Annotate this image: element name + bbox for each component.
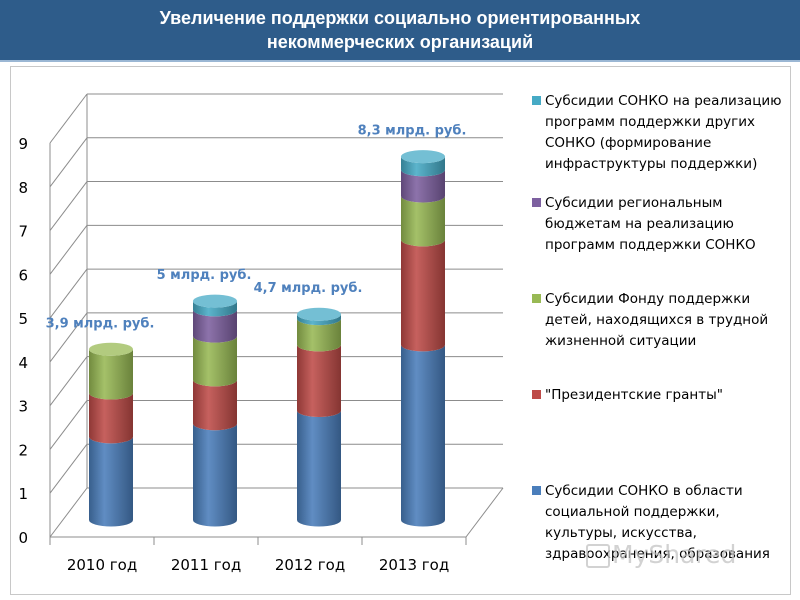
page-title-line-2: некоммерческих организаций: [266, 32, 534, 52]
data-label: 4,7 млрд. руб.: [254, 281, 363, 296]
data-label: 5 млрд. руб.: [157, 268, 252, 283]
gridline-side: [49, 312, 88, 363]
bar-cap: [89, 342, 133, 356]
y-tick-label: 0: [18, 529, 28, 547]
data-label: 8,3 млрд. руб.: [358, 124, 467, 139]
bar-cap: [297, 307, 341, 321]
y-tick-label: 8: [18, 179, 28, 197]
legend-label: Субсидии региональным бюджетам на реализ…: [545, 195, 756, 253]
bar-segment: [297, 344, 341, 418]
bar-segment: [401, 196, 446, 247]
gridline-side: [49, 356, 88, 406]
title-bar: Увеличение поддержки социально ориентиро…: [0, 0, 800, 62]
y-tick-label: 6: [18, 266, 28, 284]
bar-segment: [193, 379, 238, 431]
gridline-side: [49, 400, 88, 450]
gridline-side: [49, 137, 88, 188]
y-tick-label: 7: [18, 223, 28, 241]
bar-segment: [297, 318, 341, 352]
bar-segment: [401, 169, 446, 203]
gridline-side: [49, 268, 88, 319]
legend-swatch: [532, 96, 541, 105]
bar-cap: [193, 294, 237, 308]
bar-segment: [193, 309, 238, 343]
bar-segment: [193, 336, 238, 387]
x-tick-label: 2010 год: [67, 556, 137, 574]
legend-label: "Президентские гранты": [545, 387, 723, 403]
bar-segment: [89, 393, 133, 444]
y-tick-label: 3: [18, 398, 28, 416]
legend-swatch: [532, 198, 541, 207]
bar-cap: [401, 150, 445, 164]
bar-segment: [401, 156, 446, 177]
x-tick-label: 2013 год: [379, 556, 449, 574]
page-title-line-1: Увеличение поддержки социально ориентиро…: [159, 8, 641, 28]
gridline-side: [49, 93, 88, 144]
y-tick-label: 1: [18, 485, 28, 503]
y-tick-label: 4: [18, 354, 28, 372]
legend-label: Субсидии Фонду поддержки детей, находящи…: [545, 291, 769, 349]
gridline-side: [49, 181, 88, 231]
legend-swatch: [532, 390, 541, 399]
bar-segment: [401, 239, 446, 352]
legend-label: Субсидии СОНКО на реализацию программ по…: [545, 93, 782, 172]
legend-swatch: [532, 294, 541, 303]
gridline-side: [49, 225, 88, 275]
x-tick-label: 2011 год: [171, 556, 241, 574]
bar-segment: [193, 423, 238, 527]
gridline-side: [49, 443, 88, 494]
bar-segment: [193, 301, 238, 317]
legend-swatch: [532, 486, 541, 495]
bar-segment: [297, 410, 341, 527]
bar-segment: [89, 349, 133, 400]
legend-label: Субсидии СОНКО в области социальной подд…: [545, 483, 770, 562]
presentation-icon: [586, 544, 610, 568]
bar-segment: [297, 314, 341, 326]
watermark-text: MyShared: [612, 540, 737, 569]
chart-frame: [10, 66, 791, 595]
x-tick-label: 2012 год: [275, 556, 345, 574]
gridline-side: [49, 487, 88, 538]
y-tick-label: 9: [18, 135, 28, 153]
y-tick-label: 2: [18, 441, 28, 459]
y-tick-label: 5: [18, 310, 28, 328]
watermark: MyShared: [586, 540, 737, 569]
floor-right-edge: [465, 487, 504, 538]
bar-segment: [401, 344, 446, 527]
bar-segment: [89, 436, 133, 527]
data-label: 3,9 млрд. руб.: [46, 316, 155, 331]
